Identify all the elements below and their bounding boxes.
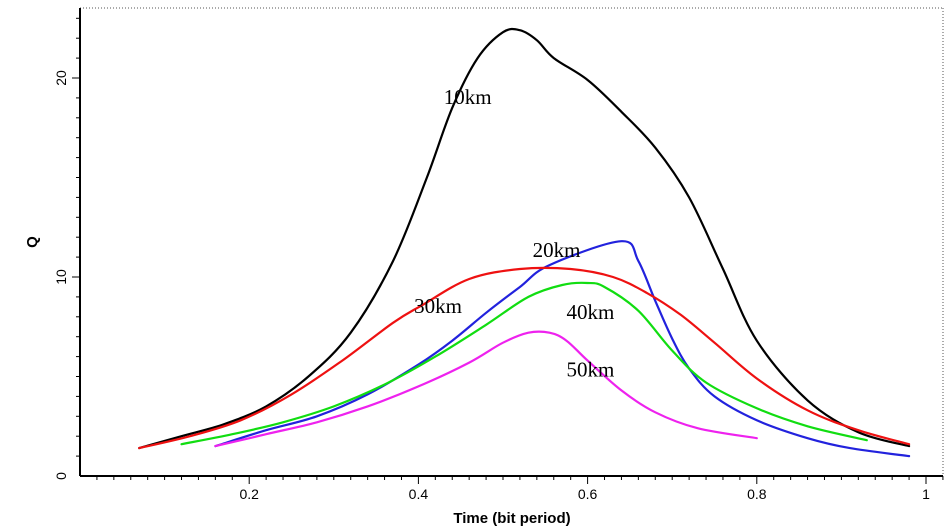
y-axis-title: Q <box>24 236 41 248</box>
series-line-30km <box>138 266 911 450</box>
series-line-40km <box>180 281 868 446</box>
y-axis-ticks: 0 10 20 <box>53 17 80 480</box>
x-tick-label: 1 <box>922 486 930 502</box>
x-axis-ticks: 0.2 0.4 0.6 0.8 1 <box>96 476 944 502</box>
series-label-10km: 10km <box>444 85 492 109</box>
series-lines <box>138 27 911 458</box>
x-axis-title: Time (bit period) <box>453 510 570 526</box>
y-tick-label: 20 <box>53 70 69 86</box>
x-tick-label: 0.8 <box>747 486 767 502</box>
series-line-50km <box>214 330 758 448</box>
series-label-40km: 40km <box>566 300 614 324</box>
series-label-30km: 30km <box>414 294 462 318</box>
series-line-10km <box>138 27 911 450</box>
series-labels: 10km 20km 30km 40km 50km <box>414 85 614 382</box>
x-tick-label: 0.4 <box>409 486 429 502</box>
series-label-20km: 20km <box>533 238 581 262</box>
series-line-20km <box>214 240 911 458</box>
x-tick-label: 0.6 <box>578 486 598 502</box>
y-tick-label: 10 <box>53 269 69 285</box>
series-label-50km: 50km <box>566 358 614 382</box>
y-tick-label: 0 <box>53 472 69 480</box>
x-tick-label: 0.2 <box>239 486 259 502</box>
